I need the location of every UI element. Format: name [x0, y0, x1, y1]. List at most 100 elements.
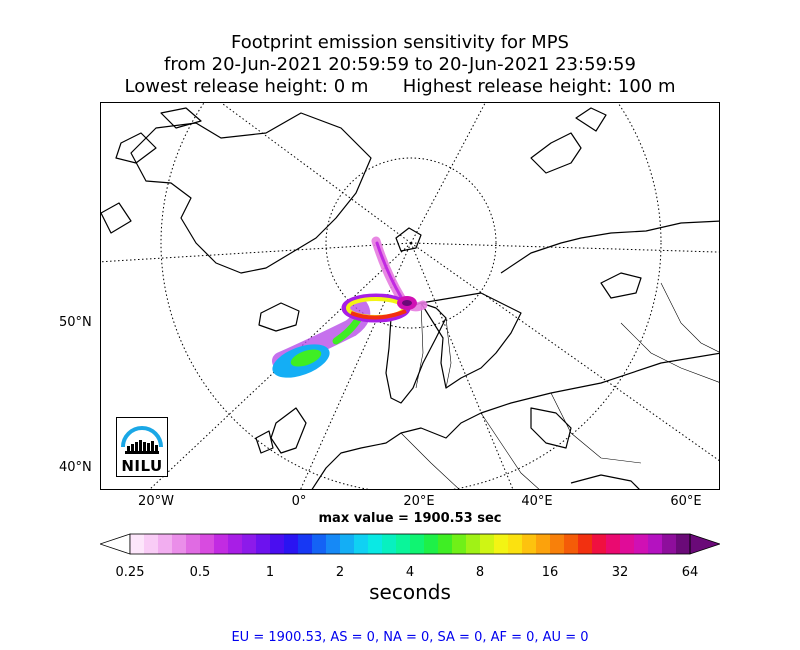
colorbar-tick-label: 0.5: [189, 565, 211, 580]
border-line: [445, 317, 452, 389]
latitude-circle: [325, 157, 497, 329]
colorbar-tick-label: 0.25: [115, 565, 145, 580]
colorbar-segment: [354, 534, 369, 554]
colorbar-extend-low: [100, 533, 131, 555]
latitude-circle: [160, 103, 662, 489]
colorbar-segment: [256, 534, 271, 554]
colorbar-segment: [676, 534, 691, 554]
colorbar-segment: [424, 534, 439, 554]
colorbar-tick-label: 1: [265, 565, 275, 580]
max-value-label: max value = 1900.53 sec: [318, 511, 502, 526]
map-canvas: [101, 103, 719, 489]
lon-label-0: 0°: [291, 494, 307, 509]
colorbar-segment: [144, 534, 159, 554]
europe-coast: [311, 352, 719, 489]
lat-label-50n: 50°N: [59, 315, 92, 330]
colorbar-segment: [508, 534, 523, 554]
greenland-coast: [130, 112, 372, 274]
colorbar-segment: [536, 534, 551, 554]
logo-text: NILU: [121, 457, 163, 475]
svalbard-coast: [395, 227, 422, 252]
colorbar-extend-high: [689, 533, 720, 555]
border-line: [480, 412, 540, 489]
footprint-plume: [272, 236, 428, 378]
title-line-3: Lowest release height: 0 m Highest relea…: [124, 76, 676, 97]
colorbar-segment: [200, 534, 215, 554]
region-summary: EU = 1900.53, AS = 0, NA = 0, SA = 0, AF…: [231, 630, 589, 645]
lon-label-40e: 40°E: [521, 494, 553, 509]
colorbar-segment: [396, 534, 411, 554]
colorbar-segment: [312, 534, 327, 554]
colorbar-segment: [214, 534, 229, 554]
country-borders: [400, 282, 719, 489]
plume-loop-hot: [350, 309, 407, 320]
colorbar-segment: [592, 534, 607, 554]
plume-tail-core: [375, 241, 403, 299]
colorbar-segment: [382, 534, 397, 554]
colorbar-segment: [606, 534, 621, 554]
baltic-coast: [530, 407, 572, 449]
colorbar-segment: [242, 534, 257, 554]
colorbar-segment: [438, 534, 453, 554]
colorbar-outline: [129, 533, 691, 555]
graticule: [101, 103, 719, 489]
border-line: [550, 392, 642, 464]
british-isles-coast: [270, 407, 307, 454]
colorbar-segment: [186, 534, 201, 554]
island-coast: [575, 107, 607, 132]
colorbar-segment: [662, 534, 677, 554]
arctic-coast: [500, 220, 719, 274]
logo-mark-icon: [121, 426, 163, 454]
island-coast: [160, 107, 202, 129]
lon-label-20w: 20°W: [138, 494, 174, 509]
plume-source-peak: [402, 300, 412, 306]
title-line-1: Footprint emission sensitivity for MPS: [231, 32, 569, 53]
border-line: [400, 432, 460, 489]
colorbar-segment: [550, 534, 565, 554]
colorbar-segment: [172, 534, 187, 554]
colorbar: [100, 533, 720, 555]
colorbar-segment: [158, 534, 173, 554]
colorbar-segment: [298, 534, 313, 554]
border-line: [660, 282, 719, 353]
meridian-line: [101, 242, 412, 263]
plume-cloud-core: [290, 349, 322, 367]
border-line: [415, 302, 424, 389]
colorbar-segment: [480, 534, 495, 554]
colorbar-segment: [452, 534, 467, 554]
colorbar-segment: [284, 534, 299, 554]
colorbar-tick-label: 2: [335, 565, 345, 580]
colorbar-segment: [228, 534, 243, 554]
colorbar-segment: [564, 534, 579, 554]
colorbar-segment: [466, 534, 481, 554]
finland-coast: [420, 292, 522, 389]
colorbar-segment: [634, 534, 649, 554]
lon-label-60e: 60°E: [670, 494, 702, 509]
colorbar-segment: [368, 534, 383, 554]
colorbar-segment: [340, 534, 355, 554]
meridian-line: [410, 242, 719, 253]
lon-label-20e: 20°E: [403, 494, 435, 509]
meridian-line: [410, 242, 719, 462]
nilu-logo: NILU: [116, 417, 168, 477]
colorbar-segment: [130, 534, 145, 554]
meridian-line: [410, 242, 514, 489]
island-coast: [101, 202, 132, 234]
border-line: [620, 322, 719, 383]
colorbar-tick-label: 64: [681, 565, 699, 580]
meridian-line: [300, 242, 412, 489]
colorbar-segment: [494, 534, 509, 554]
white-sea-coast: [600, 272, 642, 299]
meridian-line: [220, 103, 412, 244]
colorbar-tick-label: 32: [611, 565, 629, 580]
ireland-coast: [255, 430, 274, 454]
map-panel: [100, 102, 720, 490]
coastlines: [101, 107, 719, 489]
colorbar-tick-label: 4: [405, 565, 415, 580]
colorbar-segment: [648, 534, 663, 554]
black-sea-coast: [570, 474, 640, 489]
colorbar-tick-label: 8: [475, 565, 485, 580]
colorbar-tick-label: 16: [541, 565, 559, 580]
iceland-coast: [258, 302, 300, 332]
colorbar-segment: [620, 534, 635, 554]
